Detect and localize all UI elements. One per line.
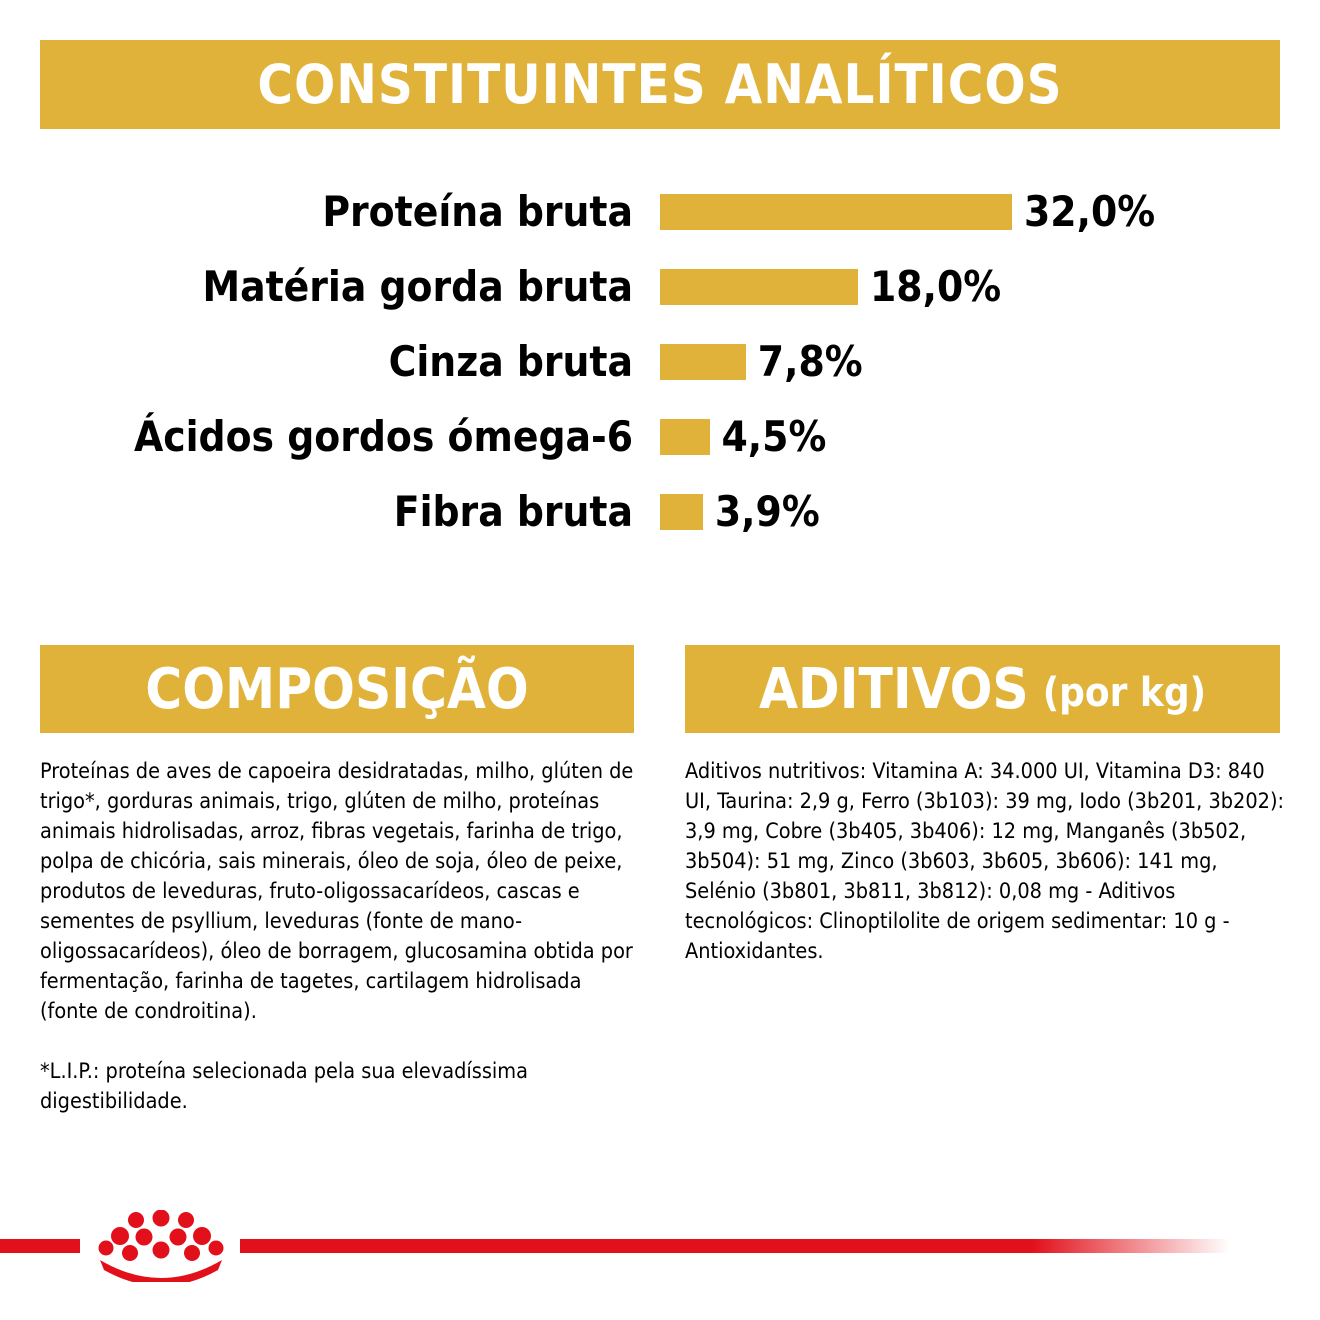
analiticos-header-text: CONSTITUINTES ANALÍTICOS <box>257 53 1063 116</box>
bar-label: Matéria gorda bruta <box>202 262 633 311</box>
bar <box>660 194 1012 230</box>
composicao-header-text: COMPOSIÇÃO <box>145 656 529 722</box>
bar <box>660 419 710 455</box>
composicao-section: Proteínas de aves de capoeira desidratad… <box>40 757 640 1117</box>
aditivos-list: Aditivos nutritivos: Vitamina A: 34.000 … <box>685 759 1285 964</box>
analiticos-header: CONSTITUINTES ANALÍTICOS <box>40 40 1280 129</box>
composicao-ingredients: Proteínas de aves de capoeira desidratad… <box>40 759 634 1024</box>
bar-value-label: 7,8% <box>757 337 863 386</box>
aditivos-header-text: ADITIVOS <box>758 656 1029 722</box>
composicao-header: COMPOSIÇÃO <box>40 645 634 733</box>
aditivos-header-subtext: (por kg) <box>1042 670 1207 716</box>
bar-label: Cinza bruta <box>388 337 633 386</box>
bar <box>660 494 703 530</box>
bar-label: Ácidos gordos ómega-6 <box>133 412 633 461</box>
footer-line-right <box>240 1239 1230 1253</box>
bar-value-label: 32,0% <box>1024 187 1156 236</box>
bar-value-label: 3,9% <box>714 487 820 536</box>
bar-value-label: 18,0% <box>870 262 1002 311</box>
bar <box>660 269 858 305</box>
bar-value-label: 4,5% <box>721 412 827 461</box>
aditivos-header: ADITIVOS (por kg) <box>685 645 1280 733</box>
bar-label: Fibra bruta <box>393 487 633 536</box>
aditivos-section: Aditivos nutritivos: Vitamina A: 34.000 … <box>685 757 1285 967</box>
composicao-footnote: *L.I.P.: proteína selecionada pela sua e… <box>40 1059 528 1114</box>
nutrient-bar-chart: Proteína bruta 32,0% Matéria gorda bruta 18… <box>0 170 1320 570</box>
bar-label: Proteína bruta <box>322 187 633 236</box>
footer-line-left <box>0 1239 80 1253</box>
royal-canin-crown-icon <box>98 1210 224 1282</box>
bar <box>660 344 746 380</box>
